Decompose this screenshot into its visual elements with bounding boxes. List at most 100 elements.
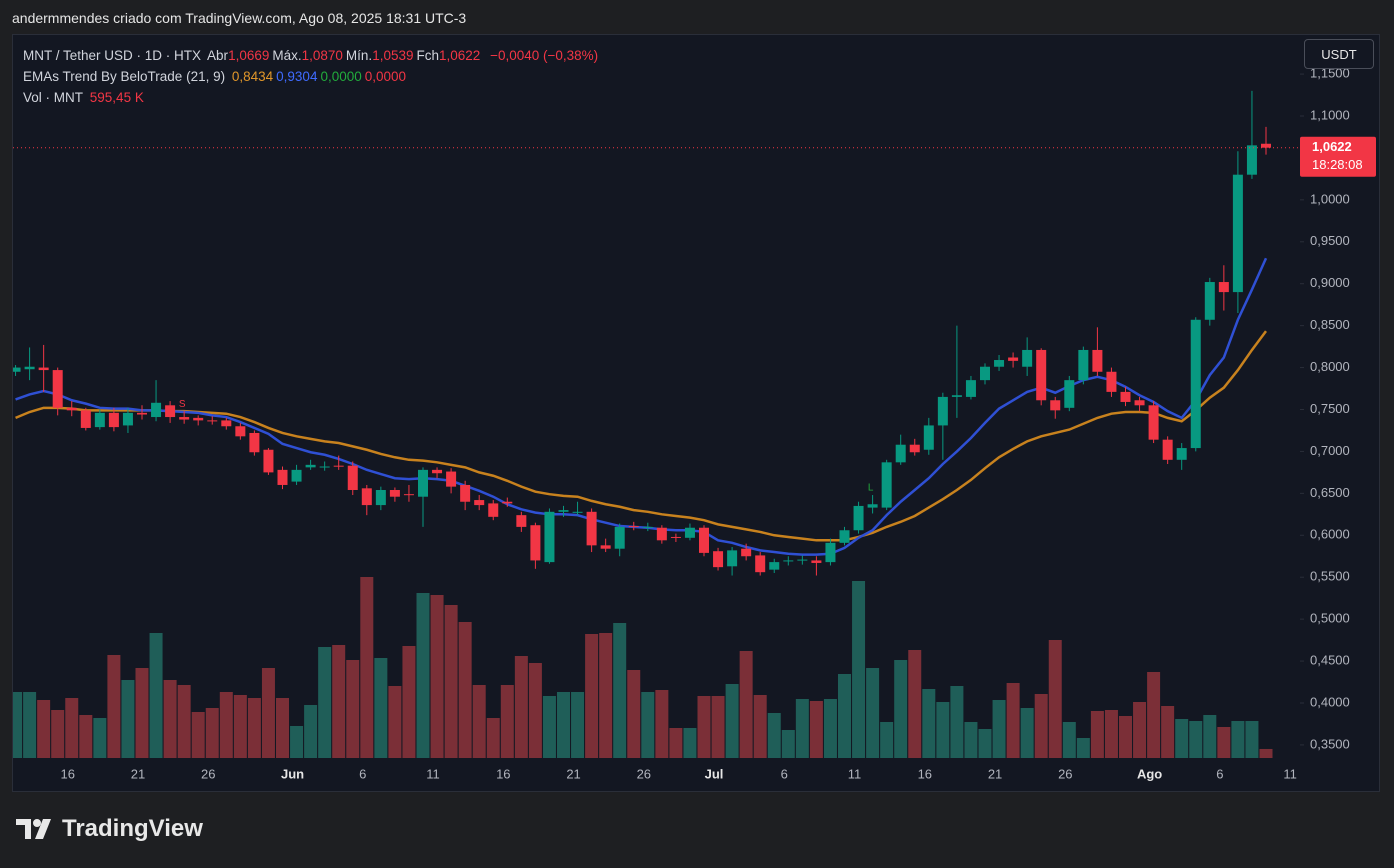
- x-tick-label: 21: [566, 766, 580, 781]
- indicator-value: 0,0000: [320, 69, 362, 84]
- volume-bar: [1048, 640, 1062, 758]
- candle-body: [713, 551, 724, 568]
- candle-body: [656, 527, 667, 541]
- volume-bar: [922, 689, 936, 758]
- candle-body: [684, 527, 695, 538]
- x-tick-label: 16: [918, 766, 932, 781]
- currency-button[interactable]: USDT: [1304, 39, 1374, 69]
- ohlc-label: Abr: [207, 48, 229, 63]
- price-tag: [1300, 136, 1376, 177]
- x-tick-label: 26: [201, 766, 215, 781]
- volume-bar: [585, 634, 599, 758]
- candle-body: [263, 449, 274, 473]
- volume-bar: [781, 730, 795, 758]
- x-tick-label: 11: [426, 766, 440, 781]
- volume-bar: [880, 722, 894, 758]
- volume-bar: [514, 656, 528, 758]
- volume-bar: [233, 695, 247, 758]
- candle-body: [24, 366, 35, 370]
- volume-bar: [683, 728, 697, 758]
- x-tick-label: 6: [359, 766, 366, 781]
- y-tick-label: 1,1500: [1310, 66, 1350, 81]
- volume-bar: [135, 668, 149, 758]
- volume-bar: [360, 577, 374, 758]
- volume-bar: [1203, 715, 1217, 758]
- indicator-value: 0,9304: [276, 69, 318, 84]
- volume-bar: [149, 633, 163, 758]
- volume-bar: [290, 726, 304, 758]
- candle-body: [1008, 357, 1019, 361]
- volume-bar: [655, 690, 669, 758]
- candle-body: [221, 420, 232, 427]
- ohlc-label: Mín.: [345, 48, 373, 63]
- candle-body: [797, 559, 808, 561]
- volume-bar: [599, 633, 613, 758]
- candle-body: [13, 367, 21, 372]
- indicator: EMAs Trend By BeloTrade (21, 9): [23, 69, 226, 84]
- volume-bar: [163, 680, 177, 758]
- x-tick-label: 6: [781, 766, 788, 781]
- price-tag-price: 1,0622: [1312, 139, 1352, 154]
- logo: TradingView: [16, 815, 203, 843]
- header: andermmendes criado com TradingView.com,…: [12, 10, 467, 26]
- candle-body: [52, 370, 63, 408]
- candle-body: [333, 465, 344, 467]
- volume-bar: [992, 700, 1006, 758]
- candle-body: [361, 488, 372, 506]
- y-tick-label: 0,7500: [1310, 401, 1350, 416]
- candle-body: [1036, 349, 1047, 401]
- y-tick-label: 0,4500: [1310, 653, 1350, 668]
- candle-body: [38, 367, 49, 371]
- volume-bar: [1259, 748, 1273, 758]
- volume-bar: [908, 650, 922, 758]
- candle-body: [1120, 391, 1131, 402]
- volume-bar: [444, 605, 458, 758]
- volume-bar: [13, 692, 23, 758]
- volume-label: Vol · MNT: [23, 90, 84, 105]
- candle-body: [628, 526, 639, 528]
- candle-body: [151, 402, 162, 418]
- candle-body: [867, 504, 878, 508]
- x-tick-label: 11: [1283, 766, 1297, 781]
- volume-bar: [852, 581, 866, 758]
- candle-body: [249, 432, 260, 453]
- candle-body: [1022, 349, 1033, 367]
- y-tick-label: 0,6000: [1310, 527, 1350, 542]
- candle-body: [530, 525, 541, 561]
- y-tick-label: 0,5500: [1310, 569, 1350, 584]
- volume-bar: [79, 715, 93, 758]
- candle-body: [347, 465, 358, 490]
- x-tick-label: 16: [61, 766, 75, 781]
- candle-body: [80, 410, 91, 428]
- volume-bar: [1062, 722, 1076, 758]
- volume-bar: [725, 684, 739, 758]
- volume-bar: [950, 686, 964, 758]
- x-tick-label: 16: [496, 766, 510, 781]
- ema-line: [15, 330, 1268, 542]
- candle-body: [137, 412, 147, 415]
- volume-bar: [1245, 721, 1259, 758]
- plot-area: SL: [13, 90, 1300, 758]
- candle-body: [853, 505, 864, 531]
- ohlc-value: 1,0669: [228, 48, 270, 63]
- volume-bar: [177, 685, 191, 758]
- volume-bar: [219, 692, 233, 758]
- x-tick-label: Jul: [705, 766, 724, 781]
- candle-body: [1190, 319, 1201, 449]
- candle-body: [937, 396, 948, 426]
- y-tick-label: 0,9500: [1310, 233, 1350, 248]
- x-tick-label: 11: [848, 766, 862, 781]
- volume-bar: [1189, 721, 1203, 758]
- candle-body: [769, 562, 780, 570]
- candle-body: [375, 489, 386, 506]
- candle-body: [1106, 371, 1117, 392]
- legend-row: EMAs Trend By BeloTrade (21, 9) 0,8434 0,…: [23, 66, 601, 87]
- volume-bar: [23, 692, 37, 758]
- volume-bar: [542, 696, 556, 758]
- volume-bar: [276, 698, 289, 758]
- volume-bar: [1217, 727, 1231, 758]
- candle-body: [207, 420, 218, 422]
- volume-bar: [416, 593, 430, 758]
- legend-row: MNT / Tether USD · 1D · HTX Abr1,0669 Máx…: [23, 45, 601, 66]
